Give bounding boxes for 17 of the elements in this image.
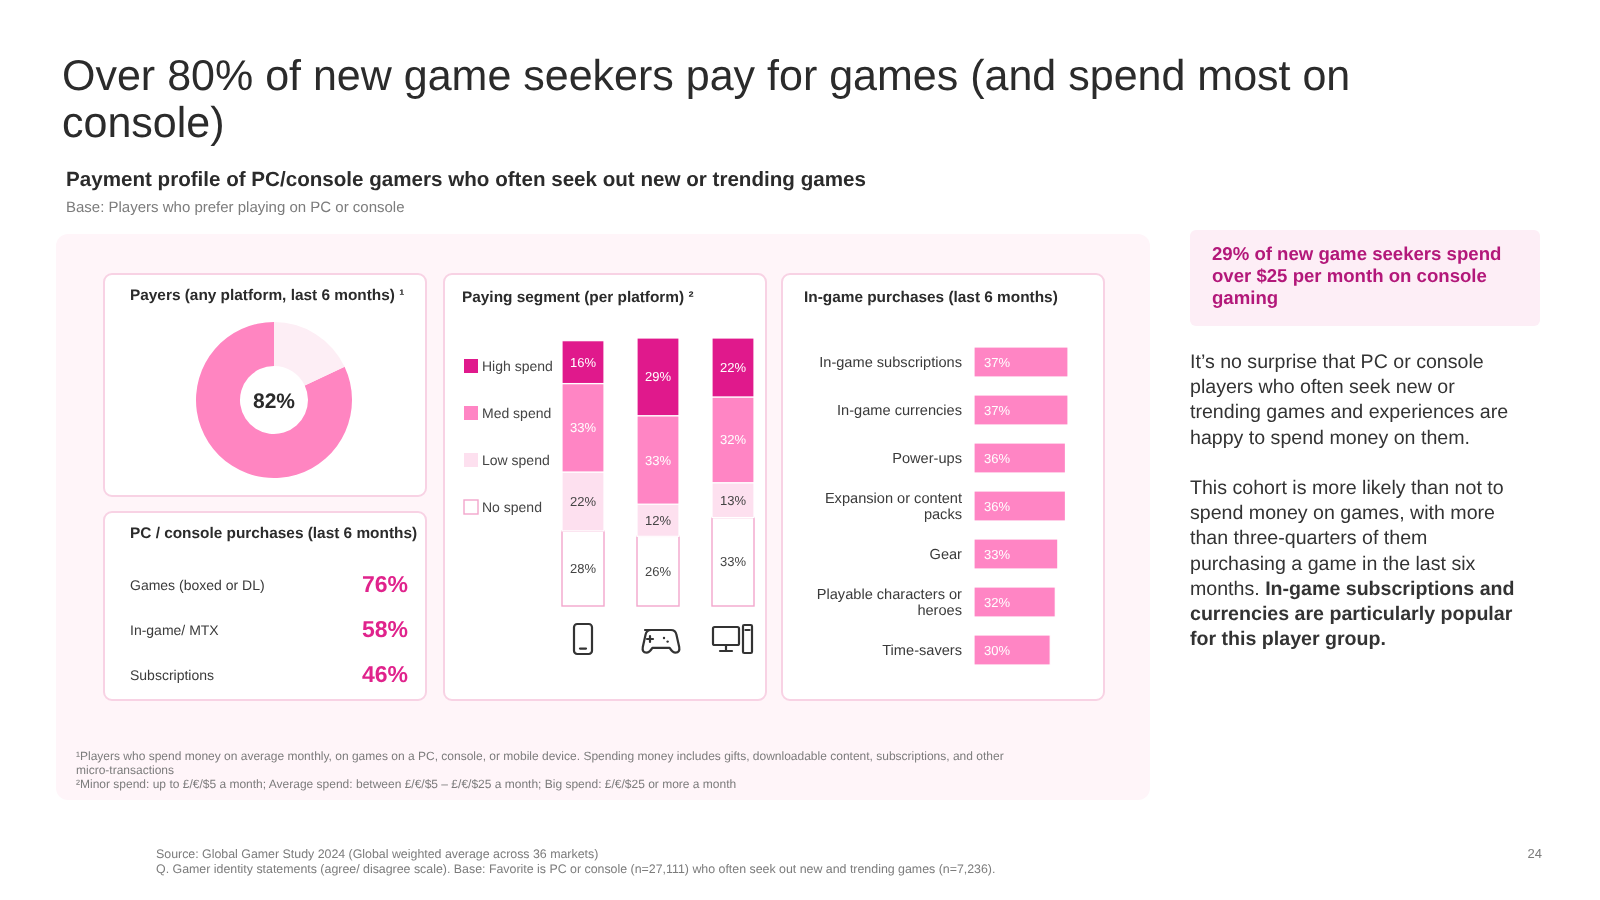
bar bbox=[973, 586, 1056, 618]
text: Over 80% of new game seekers pay for games (and spend most on console) bbox=[62, 52, 1351, 147]
text: Payment profile of PC/console gamers who often seek out new or trending games bbox=[66, 170, 867, 192]
text: 46% bbox=[361, 664, 408, 688]
donut-slice bbox=[274, 322, 345, 386]
data-label: 82% bbox=[252, 389, 297, 414]
text: 58% bbox=[361, 619, 408, 643]
text: 29% of new game seekers spend over $25 per month on console gaming bbox=[1212, 244, 1503, 308]
text: It’s no surprise that PC or console players who often seek new or trending games and experiences are happy to spend money on them. bbox=[1190, 352, 1510, 450]
bar bbox=[973, 634, 1051, 666]
text: 76% bbox=[361, 574, 408, 598]
bar bbox=[973, 442, 1067, 474]
bar bbox=[973, 394, 1069, 426]
bar bbox=[973, 538, 1059, 570]
donut-slice bbox=[196, 322, 352, 478]
bar bbox=[973, 490, 1067, 522]
bar bbox=[973, 346, 1069, 378]
